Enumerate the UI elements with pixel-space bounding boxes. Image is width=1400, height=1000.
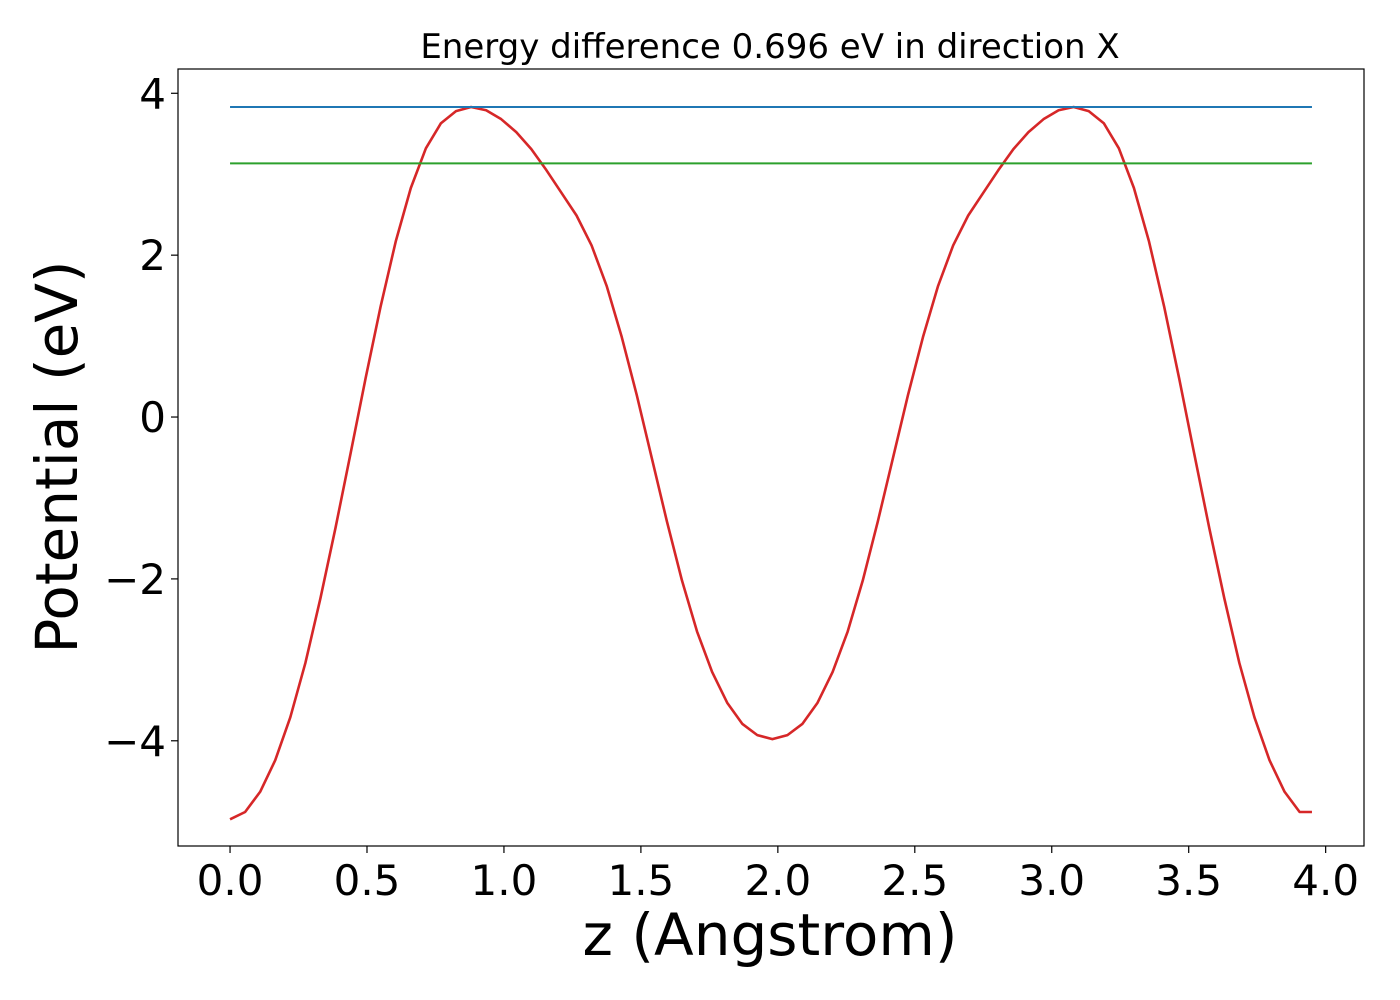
x-tick-label: 4.0	[1292, 856, 1359, 905]
plot-frame	[177, 68, 1365, 847]
chart-title: Energy difference 0.696 eV in direction …	[420, 27, 1119, 67]
y-tick-label: 0	[139, 393, 166, 442]
y-tick-label: 2	[139, 231, 166, 280]
y-tick-label: −4	[104, 717, 166, 766]
x-tick-label: 1.0	[471, 856, 538, 905]
y-tick-label: 4	[139, 69, 166, 118]
x-tick-label: 3.0	[1018, 856, 1085, 905]
x-tick-label: 0.5	[334, 856, 401, 905]
x-tick-label: 0.0	[197, 856, 264, 905]
x-tick-label: 3.5	[1155, 856, 1222, 905]
x-axis-ticks: 0.0 0.5 1.0 1.5 2.0 2.5 3.0 3.5 4.0	[197, 846, 1359, 905]
x-tick-label: 2.5	[881, 856, 948, 905]
y-tick-label: −2	[104, 555, 166, 604]
plot-lines	[229, 105, 1312, 821]
x-tick-label: 2.0	[744, 856, 811, 905]
x-tick-label: 1.5	[607, 856, 674, 905]
y-axis-ticks: −4 −2 0 2 4	[104, 69, 178, 766]
x-axis-label: z (Angstrom)	[583, 901, 958, 969]
potential-curve-0	[229, 105, 1312, 821]
y-axis-label: Potential (eV)	[23, 260, 91, 653]
